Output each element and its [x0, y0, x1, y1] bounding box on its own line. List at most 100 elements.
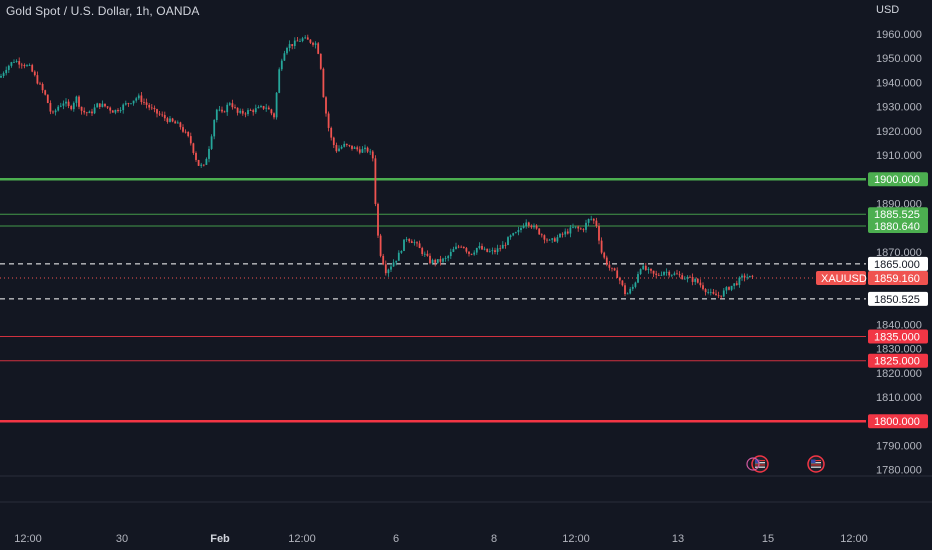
candle	[10, 61, 13, 68]
current-price-symbol-badge: XAUUSD	[816, 271, 867, 286]
y-tick-label: 1910.000	[876, 150, 922, 162]
candle	[621, 280, 624, 287]
candle	[187, 131, 190, 138]
x-tick-label: 8	[491, 533, 497, 545]
us-flag-icon[interactable]	[751, 455, 769, 473]
x-tick-label: 12:00	[840, 533, 868, 545]
candle	[681, 272, 684, 280]
candle	[722, 288, 725, 298]
x-tick-label: 12:00	[562, 533, 590, 545]
candle	[114, 109, 117, 115]
candle	[416, 241, 418, 247]
candle	[0, 73, 2, 79]
candle	[286, 46, 288, 55]
candle	[75, 95, 78, 107]
y-tick-label: 1940.000	[876, 77, 922, 89]
candle	[429, 253, 431, 265]
candle	[639, 268, 642, 276]
candle	[270, 108, 273, 116]
candle	[538, 228, 541, 236]
candle	[585, 219, 587, 233]
y-tick-label: 1840.000	[876, 319, 922, 331]
candle	[590, 215, 593, 221]
candle	[158, 111, 161, 117]
candle	[111, 109, 114, 113]
y-tick-label: 1920.000	[876, 126, 922, 138]
candle	[189, 132, 192, 146]
candle	[603, 251, 606, 260]
candle	[647, 266, 650, 274]
candle	[517, 226, 520, 236]
candle	[504, 242, 507, 249]
candle	[226, 102, 229, 116]
candle	[91, 108, 93, 116]
candle	[715, 289, 717, 296]
svg-text:1850.525: 1850.525	[874, 294, 920, 306]
candle	[327, 111, 330, 132]
candle	[46, 94, 49, 104]
candle	[26, 64, 28, 67]
svg-text:1835.000: 1835.000	[874, 332, 920, 344]
candle	[738, 276, 741, 288]
candle	[332, 136, 335, 149]
candle	[598, 222, 600, 245]
candle	[551, 237, 554, 243]
candle	[67, 99, 70, 109]
candle	[293, 37, 296, 49]
candle	[751, 274, 754, 280]
candle	[137, 93, 140, 100]
candle	[312, 41, 314, 47]
candle	[343, 141, 346, 148]
svg-text:1800.000: 1800.000	[874, 416, 920, 428]
y-tick-label: 1820.000	[876, 368, 922, 380]
candle	[106, 106, 109, 110]
candle	[564, 228, 567, 238]
candle	[436, 259, 439, 265]
candle	[179, 121, 182, 130]
candle	[702, 282, 704, 291]
candle	[696, 277, 699, 284]
candle	[616, 267, 619, 278]
candle	[382, 253, 385, 266]
candle	[52, 110, 54, 114]
candle	[36, 71, 39, 85]
candle	[109, 106, 112, 114]
candle	[239, 108, 242, 115]
candle	[689, 275, 691, 278]
candle	[65, 98, 67, 107]
candle	[156, 108, 158, 118]
candle	[379, 233, 382, 258]
candle	[533, 223, 535, 230]
candle	[483, 246, 486, 251]
candle	[301, 36, 304, 43]
price-level-label: 1800.000	[868, 414, 928, 429]
candle	[746, 273, 749, 280]
candle	[59, 102, 62, 108]
candle	[481, 243, 483, 250]
candle	[371, 150, 374, 162]
candle	[535, 224, 538, 230]
candle	[5, 66, 8, 76]
candle	[525, 219, 528, 229]
candle	[673, 271, 676, 276]
candle	[83, 107, 86, 115]
candle	[421, 246, 424, 256]
candle	[408, 238, 411, 244]
candle	[546, 238, 548, 243]
candle	[278, 67, 281, 94]
candle	[101, 100, 104, 108]
candle	[260, 104, 262, 108]
candle	[423, 251, 426, 257]
candle	[595, 217, 598, 229]
candle	[254, 104, 257, 114]
candle	[507, 236, 509, 246]
y-tick-label: 1790.000	[876, 440, 922, 452]
x-tick-label: 15	[762, 533, 774, 545]
candle	[455, 242, 457, 250]
candle	[444, 255, 447, 262]
candle	[98, 103, 101, 110]
candle	[163, 111, 166, 122]
us-flag-icon[interactable]	[807, 455, 825, 473]
candle	[80, 106, 83, 115]
